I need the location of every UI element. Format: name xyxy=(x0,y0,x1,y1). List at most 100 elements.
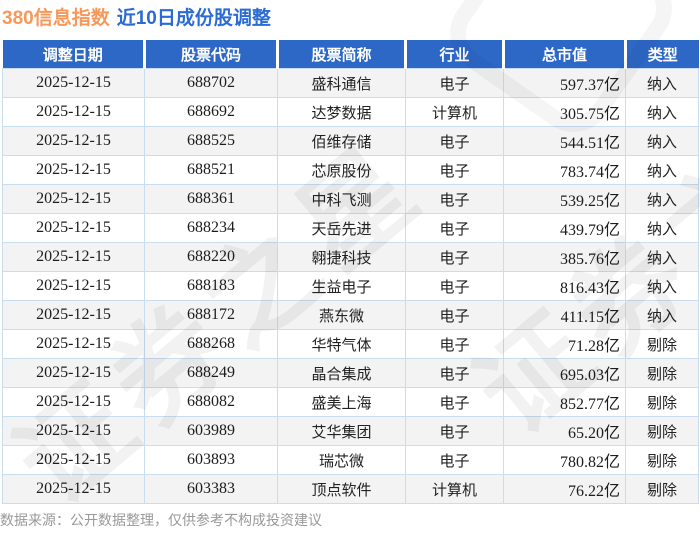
cell-stock-code: 688220 xyxy=(144,242,278,272)
cell-type: 剔除 xyxy=(625,474,699,504)
cell-type: 纳入 xyxy=(625,300,699,330)
cell-industry: 计算机 xyxy=(405,97,504,127)
cell-stock-name: 盛科通信 xyxy=(277,68,406,98)
cell-market-cap: 597.37亿 xyxy=(503,68,626,98)
table-row: 2025-12-15 688082 盛美上海 电子 852.77亿 剔除 xyxy=(2,387,699,417)
cell-stock-name: 翱捷科技 xyxy=(277,242,406,272)
cell-adjust-date: 2025-12-15 xyxy=(2,213,145,243)
cell-adjust-date: 2025-12-15 xyxy=(2,242,145,272)
cell-type: 纳入 xyxy=(625,126,699,156)
table-row: 2025-12-15 688220 翱捷科技 电子 385.76亿 纳入 xyxy=(2,242,699,272)
cell-stock-name: 燕东微 xyxy=(277,300,406,330)
cell-stock-code: 603893 xyxy=(144,445,278,475)
cell-market-cap: 411.15亿 xyxy=(503,300,626,330)
cell-market-cap: 71.28亿 xyxy=(503,329,626,359)
cell-adjust-date: 2025-12-15 xyxy=(2,329,145,359)
cell-stock-code: 688692 xyxy=(144,97,278,127)
cell-industry: 电子 xyxy=(405,126,504,156)
page-title: 380信息指数 近10日成份股调整 xyxy=(2,3,271,30)
cell-type: 纳入 xyxy=(625,68,699,98)
cell-industry: 电子 xyxy=(405,68,504,98)
cell-type: 剔除 xyxy=(625,387,699,417)
cell-industry: 电子 xyxy=(405,213,504,243)
cell-industry: 电子 xyxy=(405,329,504,359)
cell-stock-name: 瑞芯微 xyxy=(277,445,406,475)
title-index-name: 380信息指数 xyxy=(2,8,110,29)
cell-industry: 计算机 xyxy=(405,474,504,504)
cell-stock-name: 佰维存储 xyxy=(277,126,406,156)
cell-market-cap: 695.03亿 xyxy=(503,358,626,388)
cell-adjust-date: 2025-12-15 xyxy=(2,358,145,388)
cell-stock-name: 达梦数据 xyxy=(277,97,406,127)
cell-adjust-date: 2025-12-15 xyxy=(2,184,145,214)
cell-adjust-date: 2025-12-15 xyxy=(2,155,145,185)
cell-type: 纳入 xyxy=(625,184,699,214)
cell-market-cap: 76.22亿 xyxy=(503,474,626,504)
table-row: 2025-12-15 688183 生益电子 电子 816.43亿 纳入 xyxy=(2,271,699,301)
cell-type: 纳入 xyxy=(625,97,699,127)
cell-industry: 电子 xyxy=(405,271,504,301)
col-header-type: 类型 xyxy=(624,40,699,69)
cell-adjust-date: 2025-12-15 xyxy=(2,97,145,127)
cell-type: 纳入 xyxy=(625,271,699,301)
cell-stock-name: 艾华集团 xyxy=(277,416,406,446)
cell-stock-code: 688234 xyxy=(144,213,278,243)
cell-stock-code: 688249 xyxy=(144,358,278,388)
cell-market-cap: 385.76亿 xyxy=(503,242,626,272)
cell-stock-name: 芯原股份 xyxy=(277,155,406,185)
table-row: 2025-12-15 688268 华特气体 电子 71.28亿 剔除 xyxy=(2,329,699,359)
cell-type: 剔除 xyxy=(625,329,699,359)
table-row: 2025-12-15 688692 达梦数据 计算机 305.75亿 纳入 xyxy=(2,97,699,127)
cell-stock-code: 603383 xyxy=(144,474,278,504)
table-row: 2025-12-15 688172 燕东微 电子 411.15亿 纳入 xyxy=(2,300,699,330)
cell-adjust-date: 2025-12-15 xyxy=(2,300,145,330)
cell-industry: 电子 xyxy=(405,155,504,185)
cell-stock-code: 688702 xyxy=(144,68,278,98)
cell-stock-code: 688361 xyxy=(144,184,278,214)
cell-type: 剔除 xyxy=(625,416,699,446)
cell-adjust-date: 2025-12-15 xyxy=(2,387,145,417)
cell-industry: 电子 xyxy=(405,242,504,272)
cell-adjust-date: 2025-12-15 xyxy=(2,68,145,98)
cell-stock-name: 华特气体 xyxy=(277,329,406,359)
cell-industry: 电子 xyxy=(405,445,504,475)
cell-stock-name: 中科飞测 xyxy=(277,184,406,214)
cell-type: 剔除 xyxy=(625,358,699,388)
cell-market-cap: 439.79亿 xyxy=(503,213,626,243)
cell-stock-name: 晶合集成 xyxy=(277,358,406,388)
cell-stock-code: 688525 xyxy=(144,126,278,156)
cell-market-cap: 65.20亿 xyxy=(503,416,626,446)
col-header-industry: 行业 xyxy=(404,40,505,69)
table-row: 2025-12-15 688525 佰维存储 电子 544.51亿 纳入 xyxy=(2,126,699,156)
cell-adjust-date: 2025-12-15 xyxy=(2,445,145,475)
table-row: 2025-12-15 603383 顶点软件 计算机 76.22亿 剔除 xyxy=(2,474,699,504)
cell-type: 剔除 xyxy=(625,445,699,475)
cell-stock-code: 603989 xyxy=(144,416,278,446)
constituents-table: 调整日期 股票代码 股票简称 行业 总市值 类型 2025-12-15 68870… xyxy=(2,40,699,504)
cell-market-cap: 816.43亿 xyxy=(503,271,626,301)
cell-stock-name: 天岳先进 xyxy=(277,213,406,243)
col-header-stock-name: 股票简称 xyxy=(276,40,407,69)
table-row: 2025-12-15 688249 晶合集成 电子 695.03亿 剔除 xyxy=(2,358,699,388)
table-row: 2025-12-15 688702 盛科通信 电子 597.37亿 纳入 xyxy=(2,68,699,98)
cell-market-cap: 852.77亿 xyxy=(503,387,626,417)
cell-stock-code: 688183 xyxy=(144,271,278,301)
cell-stock-name: 顶点软件 xyxy=(277,474,406,504)
table-body: 2025-12-15 688702 盛科通信 电子 597.37亿 纳入 2025-12-1… xyxy=(2,68,699,504)
table-row: 2025-12-15 688234 天岳先进 电子 439.79亿 纳入 xyxy=(2,213,699,243)
cell-type: 纳入 xyxy=(625,213,699,243)
cell-market-cap: 544.51亿 xyxy=(503,126,626,156)
cell-industry: 电子 xyxy=(405,416,504,446)
table-row: 2025-12-15 688521 芯原股份 电子 783.74亿 纳入 xyxy=(2,155,699,185)
cell-industry: 电子 xyxy=(405,184,504,214)
col-header-adjust-date: 调整日期 xyxy=(2,40,146,69)
cell-adjust-date: 2025-12-15 xyxy=(2,271,145,301)
cell-stock-code: 688521 xyxy=(144,155,278,185)
table-header-row: 调整日期 股票代码 股票简称 行业 总市值 类型 xyxy=(2,40,699,69)
cell-adjust-date: 2025-12-15 xyxy=(2,416,145,446)
cell-industry: 电子 xyxy=(405,300,504,330)
cell-market-cap: 780.82亿 xyxy=(503,445,626,475)
table-row: 2025-12-15 603989 艾华集团 电子 65.20亿 剔除 xyxy=(2,416,699,446)
table-row: 2025-12-15 603893 瑞芯微 电子 780.82亿 剔除 xyxy=(2,445,699,475)
